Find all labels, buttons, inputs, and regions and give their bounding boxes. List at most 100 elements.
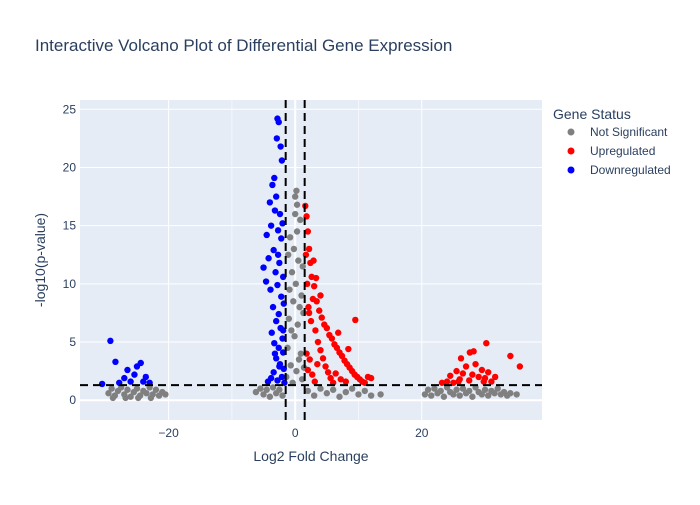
point-downregulated bbox=[275, 310, 282, 318]
point-not-significant bbox=[491, 390, 498, 397]
legend-marker-downregulated bbox=[567, 166, 575, 174]
point-downregulated bbox=[107, 337, 114, 345]
point-not-significant bbox=[293, 187, 300, 194]
y-tick-label: 10 bbox=[63, 277, 77, 291]
point-not-significant bbox=[437, 387, 444, 395]
point-not-significant bbox=[299, 263, 306, 270]
point-upregulated bbox=[483, 340, 490, 347]
point-not-significant bbox=[513, 391, 520, 398]
point-downregulated bbox=[273, 135, 281, 142]
point-upregulated bbox=[332, 370, 339, 377]
point-not-significant bbox=[459, 385, 467, 392]
point-upregulated bbox=[307, 317, 315, 325]
point-not-significant bbox=[124, 386, 131, 393]
point-downregulated bbox=[131, 371, 138, 378]
point-downregulated bbox=[270, 246, 277, 254]
point-not-significant bbox=[450, 391, 457, 398]
point-not-significant bbox=[292, 280, 300, 288]
point-upregulated bbox=[310, 257, 317, 264]
point-upregulated bbox=[488, 378, 495, 385]
point-not-significant bbox=[494, 385, 501, 392]
point-upregulated bbox=[485, 369, 492, 376]
legend-marker-not-significant bbox=[567, 128, 575, 136]
point-downregulated bbox=[274, 281, 281, 289]
point-upregulated bbox=[480, 378, 487, 385]
point-downregulated bbox=[276, 259, 283, 267]
point-not-significant bbox=[291, 333, 298, 340]
point-not-significant bbox=[276, 386, 283, 393]
point-not-significant bbox=[367, 392, 375, 399]
point-upregulated bbox=[305, 245, 313, 253]
point-not-significant bbox=[329, 386, 337, 393]
point-not-significant bbox=[152, 386, 160, 393]
point-downregulated bbox=[278, 373, 286, 381]
point-upregulated bbox=[470, 348, 477, 355]
point-not-significant bbox=[294, 321, 301, 328]
point-upregulated bbox=[311, 378, 318, 385]
point-not-significant bbox=[377, 391, 384, 398]
point-upregulated bbox=[306, 356, 313, 363]
x-tick-label: 20 bbox=[415, 426, 429, 440]
point-not-significant bbox=[288, 269, 296, 276]
point-downregulated bbox=[278, 157, 286, 164]
legend-label-upregulated: Upregulated bbox=[590, 144, 655, 158]
point-not-significant bbox=[440, 393, 448, 400]
point-downregulated bbox=[279, 335, 286, 342]
legend-item-not-significant[interactable]: Not Significant bbox=[567, 125, 669, 139]
point-not-significant bbox=[481, 386, 489, 393]
point-downregulated bbox=[269, 181, 276, 189]
x-tick-label: −20 bbox=[158, 426, 179, 440]
y-tick-label: 20 bbox=[63, 160, 77, 174]
point-upregulated bbox=[491, 373, 499, 381]
point-not-significant bbox=[293, 228, 301, 235]
point-downregulated bbox=[271, 340, 278, 347]
point-downregulated bbox=[276, 210, 284, 218]
point-not-significant bbox=[135, 394, 142, 402]
point-not-significant bbox=[122, 394, 129, 402]
point-not-significant bbox=[109, 394, 117, 402]
point-downregulated bbox=[98, 380, 106, 388]
point-upregulated bbox=[462, 363, 470, 370]
point-upregulated bbox=[447, 372, 454, 379]
point-not-significant bbox=[290, 245, 298, 253]
y-tick-label: 25 bbox=[63, 102, 77, 116]
point-upregulated bbox=[367, 374, 375, 382]
point-downregulated bbox=[268, 329, 275, 336]
point-upregulated bbox=[516, 363, 524, 370]
point-not-significant bbox=[290, 298, 297, 305]
point-downregulated bbox=[274, 377, 281, 384]
point-not-significant bbox=[453, 386, 460, 393]
point-not-significant bbox=[466, 387, 473, 395]
axis-ticks: −20 0 20 0 5 10 15 20 25 bbox=[63, 102, 429, 440]
point-not-significant bbox=[162, 391, 169, 398]
y-tick-label: 5 bbox=[69, 335, 76, 349]
legend-item-upregulated[interactable]: Upregulated bbox=[567, 144, 656, 158]
point-upregulated bbox=[317, 346, 324, 354]
point-not-significant bbox=[355, 391, 362, 398]
legend-item-downregulated[interactable]: Downregulated bbox=[567, 163, 671, 177]
point-upregulated bbox=[466, 377, 473, 384]
point-upregulated bbox=[318, 314, 325, 321]
point-upregulated bbox=[313, 298, 320, 305]
point-downregulated bbox=[260, 264, 267, 271]
point-upregulated bbox=[312, 327, 319, 334]
point-not-significant bbox=[298, 292, 305, 299]
point-not-significant bbox=[127, 393, 134, 400]
point-not-significant bbox=[293, 367, 300, 375]
point-not-significant bbox=[260, 391, 267, 398]
point-not-significant bbox=[295, 356, 303, 363]
point-not-significant bbox=[133, 385, 141, 392]
point-downregulated bbox=[277, 143, 284, 150]
point-downregulated bbox=[272, 269, 279, 276]
point-upregulated bbox=[453, 367, 460, 375]
point-upregulated bbox=[507, 352, 514, 360]
legend-label-not-significant: Not Significant bbox=[590, 125, 668, 139]
point-not-significant bbox=[317, 385, 324, 392]
point-downregulated bbox=[279, 220, 286, 227]
point-upregulated bbox=[322, 363, 329, 370]
point-not-significant bbox=[456, 392, 463, 399]
point-not-significant bbox=[147, 394, 155, 402]
point-downregulated bbox=[271, 207, 279, 214]
legend[interactable]: Gene Status Not Significant Upregulated … bbox=[553, 106, 671, 177]
point-not-significant bbox=[285, 315, 293, 322]
